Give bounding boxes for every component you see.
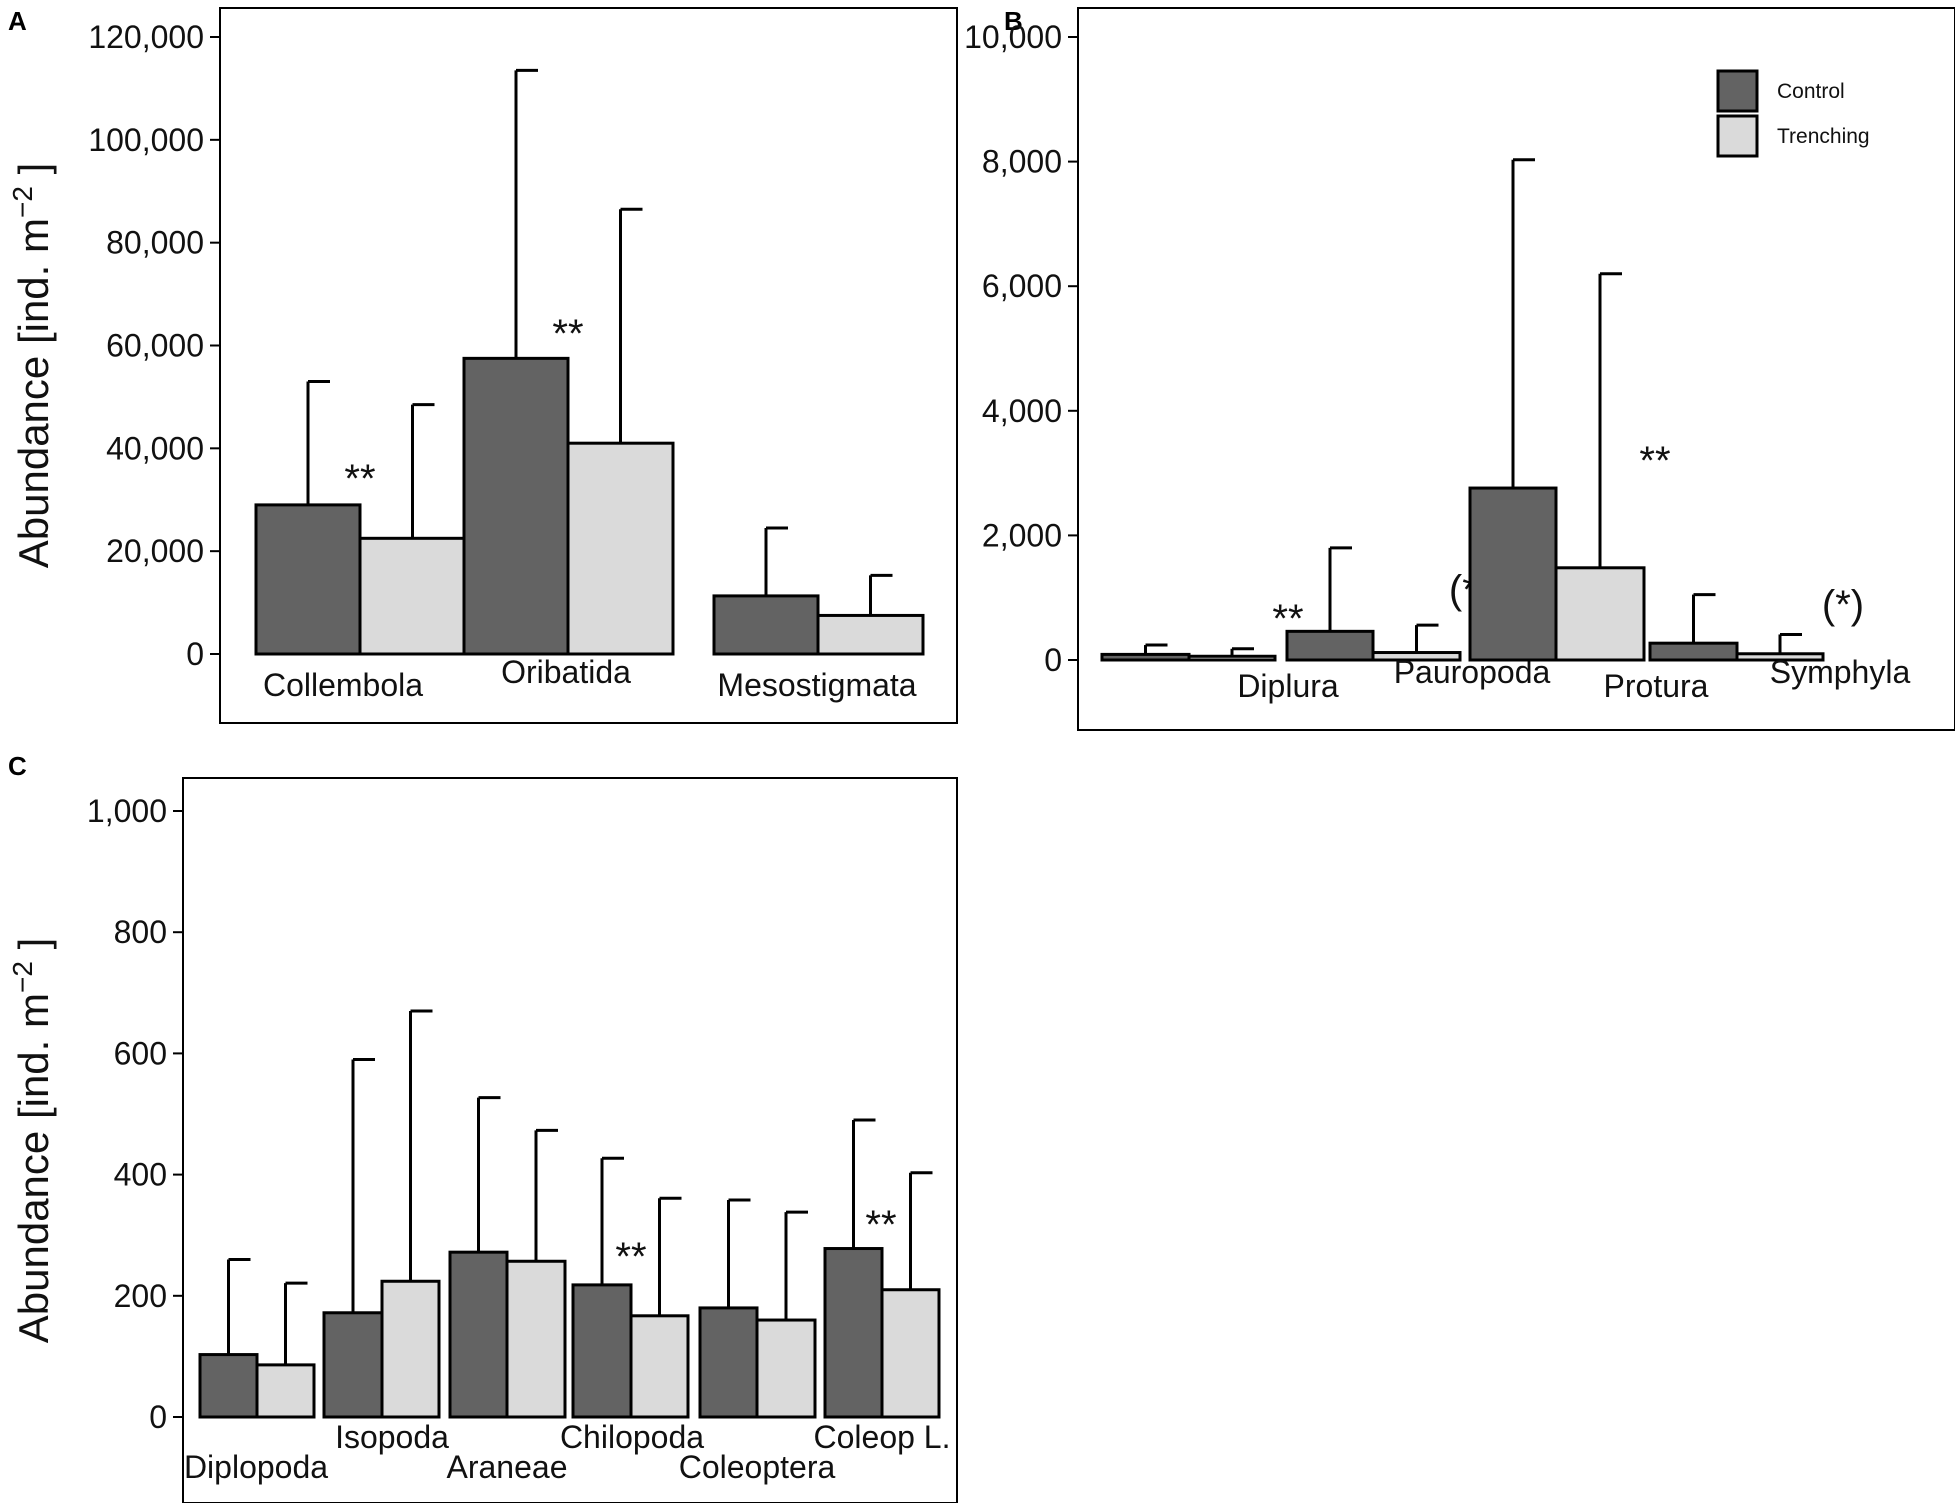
bar-control xyxy=(823,1247,884,1419)
bar-trenching xyxy=(255,1363,316,1419)
category-label: Isopoda xyxy=(335,1419,449,1455)
bar-control xyxy=(322,1311,384,1419)
panel-b: B02,0004,0006,0008,00010,000Diplura**Pau… xyxy=(964,6,1955,731)
y-tick-label: 800 xyxy=(114,914,167,950)
bar-control xyxy=(448,1250,509,1419)
category-label: Collembola xyxy=(263,667,423,703)
bar-trenching xyxy=(755,1318,817,1419)
bar-trenching xyxy=(505,1259,567,1419)
y-tick-label: 8,000 xyxy=(982,144,1062,180)
category-label: Araneae xyxy=(447,1449,568,1485)
significance-marker: ** xyxy=(552,312,583,356)
bar-trenching xyxy=(380,1279,441,1419)
y-tick-label: 200 xyxy=(114,1278,167,1314)
bar-control xyxy=(198,1353,259,1419)
legend-label: Trenching xyxy=(1777,125,1870,148)
category-label: Chilopoda xyxy=(560,1419,704,1455)
y-tick-label: 4,000 xyxy=(982,393,1062,429)
bar-control xyxy=(1468,486,1558,662)
y-tick-label: 40,000 xyxy=(106,430,204,466)
bar-trenching xyxy=(1187,654,1277,662)
panel-letter: B xyxy=(1004,6,1023,36)
panel-c: C 0 200 400 600 800 1,000 Abundance [ind. m−2 ]… xyxy=(7,751,958,1503)
bar-trenching xyxy=(1371,651,1462,662)
y-tick-label: 10,000 xyxy=(964,19,1062,55)
significance-marker: ** xyxy=(1639,439,1670,483)
y-tick-label: 100,000 xyxy=(88,122,204,158)
bar-control xyxy=(571,1283,633,1419)
category-label: Diplopoda xyxy=(184,1449,328,1485)
y-tick-label: 0 xyxy=(149,1399,167,1435)
y-tick-label: 80,000 xyxy=(106,225,204,261)
bar-control xyxy=(1285,629,1375,662)
bar-trenching xyxy=(880,1288,941,1419)
y-tick-label: 6,000 xyxy=(982,268,1062,304)
significance-marker: ** xyxy=(344,457,375,501)
panel-frame xyxy=(182,777,958,1503)
bar-trenching xyxy=(1735,652,1825,662)
y-tick-label: 60,000 xyxy=(106,328,204,364)
category-label: Diplura xyxy=(1237,668,1339,704)
category-label: Symphyla xyxy=(1770,654,1911,690)
bar-trenching xyxy=(1554,566,1646,662)
bar-trenching xyxy=(629,1314,690,1419)
category-label: Coleop L. xyxy=(814,1419,951,1455)
bar-control xyxy=(712,594,820,656)
y-axis-label: Abundance [ind. m−2 ] xyxy=(7,938,57,1344)
y-tick-label: 400 xyxy=(114,1157,167,1193)
y-tick-label: 120,000 xyxy=(88,19,204,55)
significance-marker: ** xyxy=(615,1235,646,1279)
bar-trenching xyxy=(358,536,467,656)
bar-trenching xyxy=(816,613,925,656)
bar-trenching xyxy=(566,441,675,656)
panel-letter: A xyxy=(8,6,27,36)
category-label: Oribatida xyxy=(501,654,631,690)
bar-control xyxy=(254,503,362,656)
significance-marker: (*) xyxy=(1822,583,1864,627)
bar-control xyxy=(1648,641,1739,662)
y-tick-label: 1,000 xyxy=(87,793,167,829)
bar-control xyxy=(1100,652,1191,662)
legend-swatch-control xyxy=(1716,69,1759,113)
panel-letter: C xyxy=(8,751,27,781)
panel-a: A 0 20,000 40,000 60,000 80,000 100,000 120,000… xyxy=(7,6,958,724)
category-label: Coleoptera xyxy=(679,1449,836,1485)
legend-label: Control xyxy=(1777,80,1845,103)
panel-frame xyxy=(219,7,958,724)
y-tick-label: 2,000 xyxy=(982,517,1062,553)
bar-control xyxy=(698,1306,759,1419)
y-tick-label: 20,000 xyxy=(106,533,204,569)
panel-frame xyxy=(1077,7,1955,731)
category-label: Protura xyxy=(1604,668,1709,704)
legend-swatch-trenching xyxy=(1716,114,1759,158)
y-tick-label: 0 xyxy=(186,636,204,672)
y-tick-label: 0 xyxy=(1044,642,1062,678)
category-label: Mesostigmata xyxy=(717,667,916,703)
y-axis-label: Abundance [ind. m−2 ] xyxy=(7,163,57,569)
y-tick-label: 600 xyxy=(114,1035,167,1071)
bar-control xyxy=(462,356,570,656)
significance-marker: ** xyxy=(865,1203,896,1247)
legend: Control Trenching xyxy=(1716,69,1870,158)
